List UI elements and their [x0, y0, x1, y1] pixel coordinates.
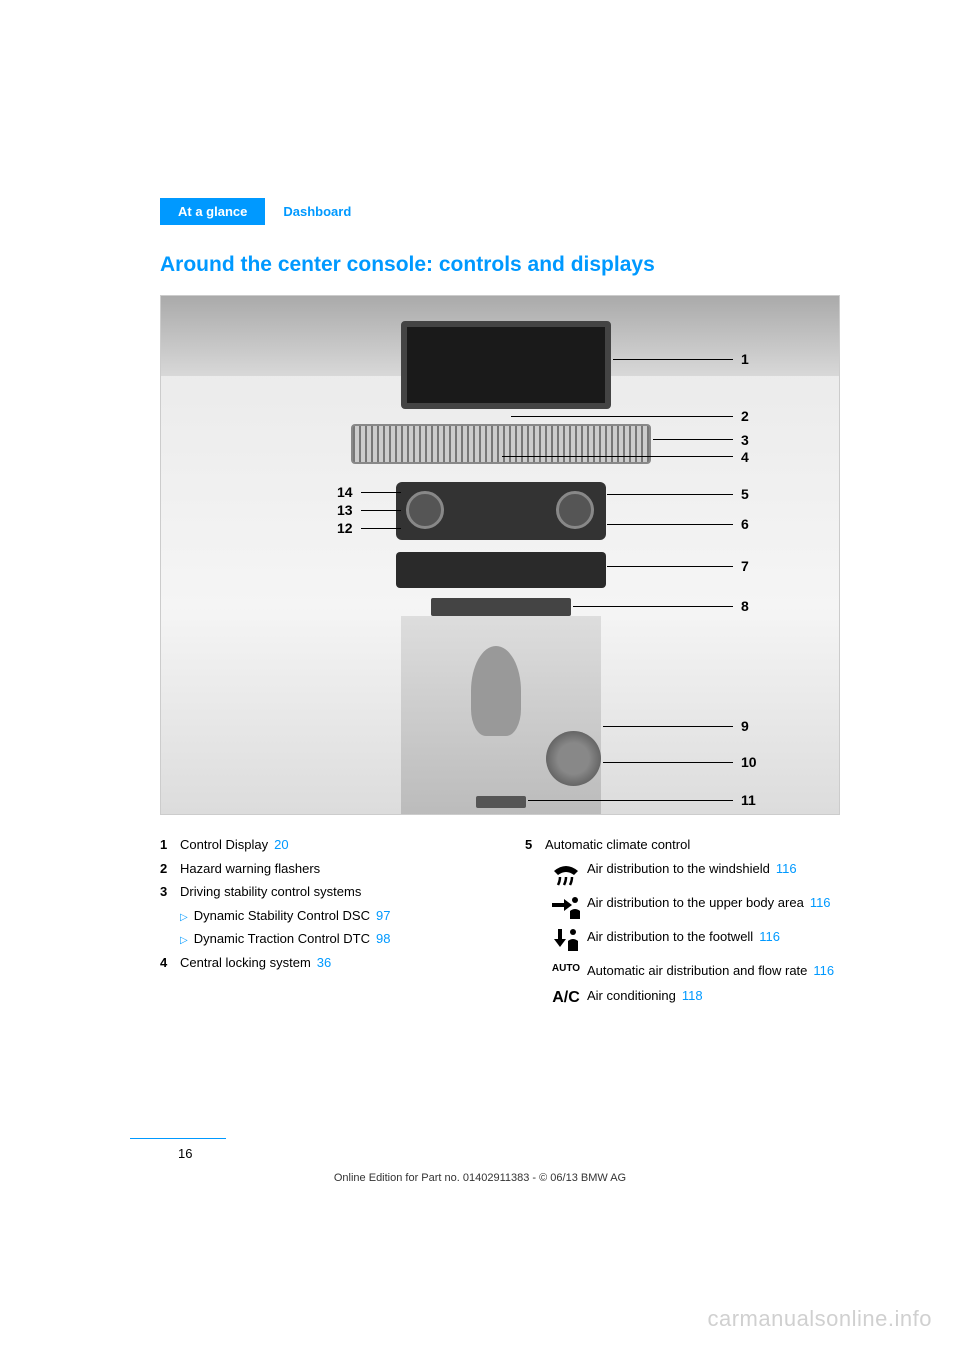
- callout-12: 12: [337, 520, 353, 536]
- air-windshield-icon: [550, 859, 582, 887]
- climate-knob-left: [406, 491, 444, 529]
- callout-11: 11: [741, 792, 756, 808]
- radio-panel: [396, 552, 606, 588]
- label: Automatic air distribution and flow rate: [587, 963, 807, 978]
- callout-1: 1: [741, 351, 749, 367]
- climate-knob-right: [556, 491, 594, 529]
- bullet-icon: ▷: [180, 910, 188, 925]
- breadcrumb-tabs: At a glance Dashboard: [160, 198, 850, 225]
- item-text: Air distribution to the windshield 116: [587, 859, 850, 879]
- bullet-icon: ▷: [180, 933, 188, 948]
- slot: [476, 796, 526, 808]
- item-text: Air conditioning 118: [587, 986, 850, 1006]
- page-ref[interactable]: 98: [376, 931, 390, 946]
- control-display-screen: [401, 321, 611, 409]
- air-upper-body-icon: [550, 893, 582, 921]
- button-row: [431, 598, 571, 616]
- item-text: Air distribution to the upper body area 1…: [587, 893, 850, 913]
- ac-icon: A/C: [545, 986, 587, 1010]
- item-text: Air distribution to the footwell 116: [587, 927, 850, 947]
- watermark: carmanualsonline.info: [707, 1306, 932, 1332]
- item-num: 1: [160, 835, 180, 855]
- legend-col-right: 5 Automatic climate control Air distribu…: [525, 835, 850, 1016]
- air-vents: [351, 424, 651, 464]
- tab-at-a-glance: At a glance: [160, 198, 265, 225]
- label: Control Display: [180, 837, 268, 852]
- item-text: Central locking system 36: [180, 953, 485, 973]
- item-num: 2: [160, 859, 180, 879]
- page-ref[interactable]: 116: [759, 929, 780, 944]
- tab-dashboard: Dashboard: [265, 198, 369, 225]
- callout-2: 2: [741, 408, 749, 424]
- label: Dynamic Stability Control DSC: [194, 908, 370, 923]
- auto-icon: AUTO: [545, 961, 587, 976]
- callout-3: 3: [741, 432, 749, 448]
- page-ref[interactable]: 118: [682, 988, 703, 1003]
- item-num: 3: [160, 882, 180, 902]
- callout-6: 6: [741, 516, 749, 532]
- label: Air distribution to the footwell: [587, 929, 753, 944]
- callout-5: 5: [741, 486, 749, 502]
- page-ref[interactable]: 20: [274, 837, 288, 852]
- callout-10: 10: [741, 754, 757, 770]
- page-number: 16: [178, 1146, 192, 1161]
- footer-text: Online Edition for Part no. 01402911383 …: [0, 1172, 960, 1184]
- gear-shifter: [471, 646, 521, 736]
- item-text: ▷ Dynamic Stability Control DSC 97: [180, 906, 485, 926]
- page-ref[interactable]: 116: [813, 963, 834, 978]
- idrive-controller: [546, 731, 601, 786]
- item-text: ▷ Dynamic Traction Control DTC 98: [180, 929, 485, 949]
- section-title: Around the center console: controls and …: [160, 253, 850, 277]
- callout-4: 4: [741, 449, 749, 465]
- item-text: Driving stability control systems: [180, 882, 485, 902]
- callout-8: 8: [741, 598, 749, 614]
- legend-col-left: 1 Control Display 20 2 Hazard warning fla…: [160, 835, 485, 1016]
- item-text: Automatic air distribution and flow rate…: [587, 961, 850, 981]
- item-num: 5: [525, 835, 545, 855]
- page-ref[interactable]: 36: [317, 955, 331, 970]
- air-footwell-icon: [550, 927, 582, 955]
- label: Air conditioning: [587, 988, 676, 1003]
- callout-14: 14: [337, 484, 353, 500]
- label: Air distribution to the windshield: [587, 861, 770, 876]
- page-ref[interactable]: 116: [776, 861, 797, 876]
- item-num: 4: [160, 953, 180, 973]
- label: Air distribution to the upper body area: [587, 895, 804, 910]
- page-ref[interactable]: 97: [376, 908, 390, 923]
- callout-7: 7: [741, 558, 749, 574]
- callout-9: 9: [741, 718, 749, 734]
- item-text: Hazard warning flashers: [180, 859, 485, 879]
- item-text: Control Display 20: [180, 835, 485, 855]
- label: Central locking system: [180, 955, 311, 970]
- item-text: Automatic climate control: [545, 835, 850, 855]
- footer-rule: [130, 1138, 226, 1139]
- center-console-figure: 1 2 3 4 5 6 7 8 9 10 11 12 13 14: [160, 295, 840, 815]
- callout-13: 13: [337, 502, 353, 518]
- page-ref[interactable]: 116: [810, 895, 831, 910]
- label: Dynamic Traction Control DTC: [194, 931, 370, 946]
